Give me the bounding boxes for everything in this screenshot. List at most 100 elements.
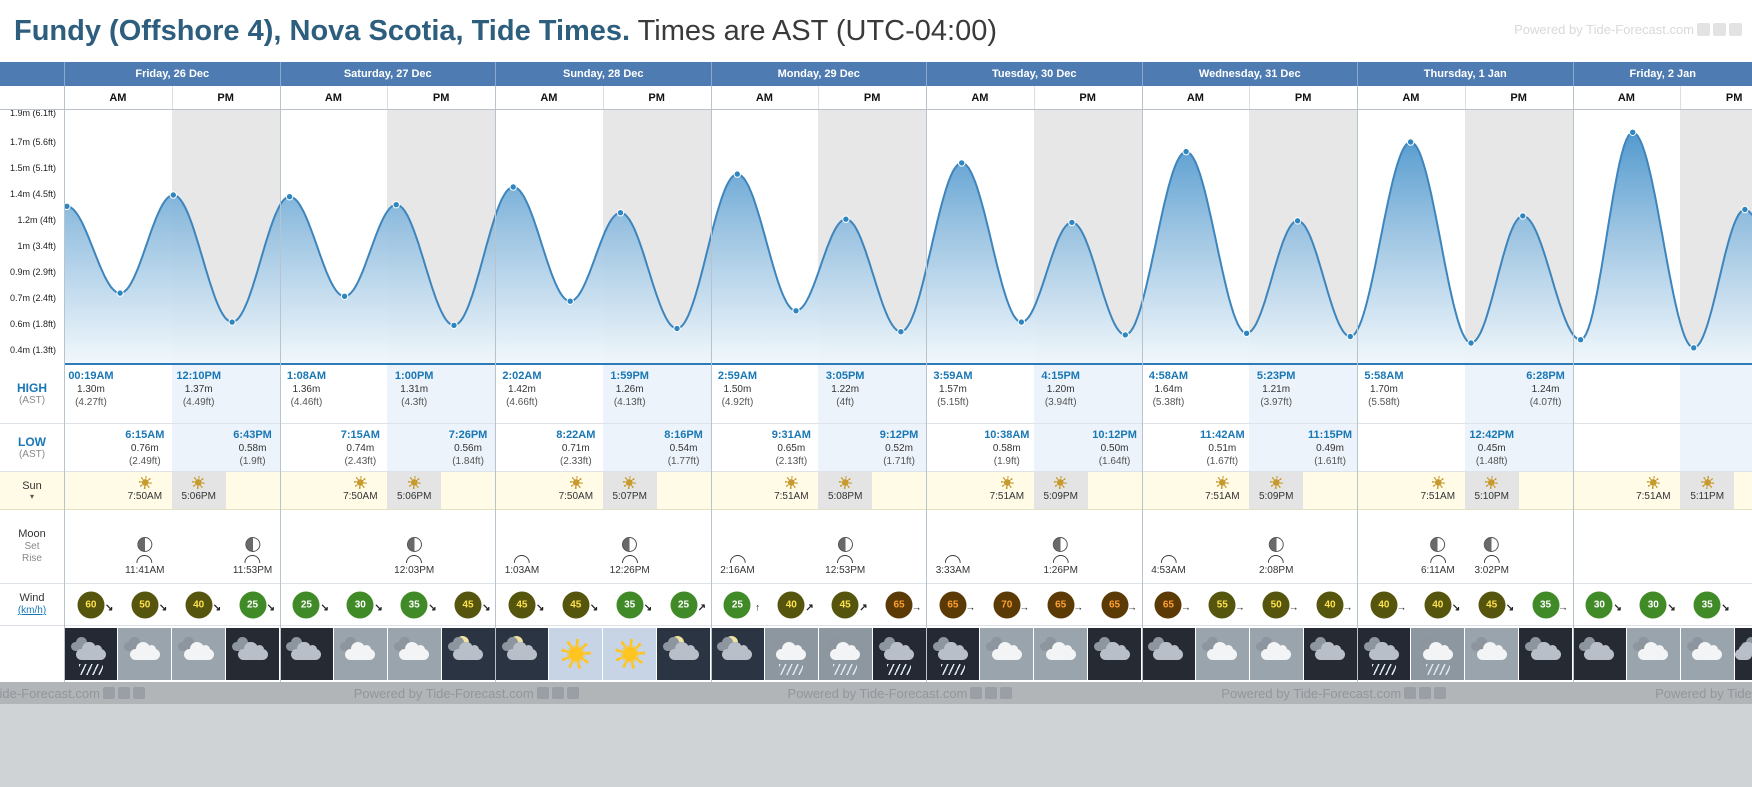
high-tide-time: 3:59AM: [933, 370, 973, 382]
weather-icon-moon-cloud: [495, 628, 549, 680]
wind-speed-badge: 35 ↘: [1693, 591, 1730, 618]
wind-cell: 35 ↘: [1693, 591, 1730, 618]
cloud-icon: [1734, 641, 1752, 660]
moon-event-time: 6:11AM: [1420, 565, 1455, 576]
ampm-label-am: AM: [540, 92, 558, 104]
moon-phase-icon: [837, 537, 853, 552]
wind-cell: 45 ↘: [454, 591, 491, 618]
low-tide-height-ft: (1.84ft): [452, 456, 484, 467]
low-tide-entry: 6:15AM 0.76m (2.49ft): [125, 429, 164, 468]
moon-rise-set-arc-icon: [1268, 555, 1285, 563]
high-tide-time: 12:10PM: [176, 370, 222, 382]
social-icon: [536, 687, 549, 699]
moon-event-time: 12:26PM: [609, 565, 650, 576]
moon-event: 12:26PM: [610, 537, 650, 577]
powered-by-watermark[interactable]: Powered by Tide-Forecast.com: [1514, 22, 1742, 37]
cloud-icon: [1207, 641, 1238, 660]
high-tide-time: 2:59AM: [717, 370, 757, 382]
ampm-label-pm: PM: [1510, 92, 1527, 104]
moon-phase-icon: [1484, 537, 1500, 552]
wind-direction-arrow: →: [1288, 602, 1299, 613]
pm-tint: [1680, 365, 1752, 423]
pm-tint: [1033, 424, 1142, 471]
low-tide-height-ft: (1.9ft): [239, 456, 266, 467]
weather-icon-cloud: [980, 628, 1034, 680]
rain-icon: [940, 664, 965, 675]
sunset: 5:06PM: [397, 476, 431, 502]
wind-cell: 65 →: [939, 591, 975, 618]
wind-speed-badge: 35 →: [1532, 591, 1568, 618]
wind-speed-badge: 65 →: [1101, 591, 1137, 618]
tide-extreme-dot: [1690, 344, 1698, 352]
moon-event: 3:33AM: [936, 555, 970, 577]
wind-speed-badge: 40 ↘: [1424, 591, 1460, 618]
tide-extreme-dot: [63, 202, 71, 211]
y-axis-label: 1m (3.4ft): [17, 241, 56, 252]
wind-speed-badge: 45 ↗: [831, 591, 868, 618]
y-axis-label: 0.7m (2.4ft): [9, 293, 56, 304]
watermark-link[interactable]: Powered by Tide-Forecast.com: [0, 686, 145, 701]
weather-icon-cloud-night: [1142, 628, 1195, 680]
sunrise-time: 7:50AM: [127, 491, 163, 502]
wind-direction-arrow: ↘: [266, 602, 276, 613]
wind-direction-arrow: ↘: [536, 602, 545, 613]
tide-curve-svg: [63, 128, 1752, 365]
high-tide-entry: 1:00PM 1.31m (4.3ft): [395, 370, 434, 409]
high-tide-entry: 3:59AM 1.57m (5.15ft): [933, 370, 972, 409]
pm-tint: [1249, 365, 1357, 423]
cloud-icon: [722, 641, 753, 660]
cloud-icon: [183, 641, 214, 660]
sunrise-time: 7:51AM: [1205, 491, 1240, 502]
rain-icon: [1425, 664, 1450, 675]
day-boundary-line: [279, 86, 281, 682]
wind-speed-badge: 50 →: [1262, 591, 1299, 618]
sun-row-expander-icon[interactable]: ▾: [29, 492, 34, 501]
wind-cell: 30 ↘: [346, 591, 383, 618]
watermark-link[interactable]: Powered by Tide-Forecast.com: [1221, 686, 1447, 701]
weather-icon-rain-night: [872, 628, 926, 680]
watermark-text: Powered by Tide-Forecast.com: [1655, 685, 1752, 701]
page-title: Fundy (Offshore 4), Nova Scotia, Tide Ti…: [0, 0, 1752, 48]
wind-direction-arrow: →: [1234, 602, 1245, 613]
wind-unit-link[interactable]: (km/h): [17, 605, 47, 616]
high-tide-time: 3:05PM: [825, 370, 865, 382]
wind-direction-arrow: ↗: [859, 602, 868, 613]
watermark-link[interactable]: Powered by Tide-Forecast.com: [788, 686, 1013, 701]
cloud-icon: [1099, 641, 1130, 660]
ampm-label-pm: PM: [432, 92, 450, 104]
pm-tint: [818, 424, 926, 471]
wind-direction-arrow: ↑: [754, 602, 760, 613]
low-tide-height-ft: (1.61ft): [1314, 456, 1346, 467]
wind-cell: 45 ↘: [562, 591, 598, 618]
ampm-label-am: AM: [109, 92, 127, 104]
sunset-time: 5:06PM: [181, 491, 216, 502]
social-icon: [1419, 687, 1432, 699]
wind-direction-arrow: ↘: [158, 602, 168, 613]
watermark-link[interactable]: Powered by Tide-Forecast.com: [1655, 686, 1752, 701]
wind-direction-arrow: ↘: [212, 602, 222, 613]
wind-speed-badge: 45 ↘: [562, 591, 598, 618]
high-label-sub: (AST): [18, 395, 46, 406]
sunset: 5:11PM: [1690, 476, 1724, 502]
weather-icon-cloud: [1195, 628, 1249, 680]
wind-row-label: Wind (km/h): [0, 584, 64, 625]
weather-icon-cloud-night: [226, 628, 279, 680]
weather-icon-sun: [549, 628, 603, 680]
wind-direction-arrow: ↘: [1451, 602, 1461, 613]
day-header: Saturday, 27 Dec: [279, 62, 496, 86]
y-axis-label: 0.9m (2.9ft): [9, 267, 56, 278]
high-tide-height-m: 1.20m: [1046, 384, 1075, 395]
y-axis-label: 0.4m (1.3ft): [9, 345, 56, 356]
tide-extreme-dot: [509, 183, 517, 191]
high-tide-entry: 4:58AM 1.64m (5.38ft): [1149, 370, 1188, 409]
tide-extreme-dot: [733, 170, 741, 178]
moon-event-time: 1:26PM: [1043, 565, 1078, 576]
tide-extreme-dot: [1182, 147, 1190, 156]
high-tide-time: 2:02AM: [502, 370, 542, 382]
watermark-link[interactable]: Powered by Tide-Forecast.com: [354, 686, 579, 701]
weather-icon-cloud: [118, 628, 172, 680]
tide-curve-area: [64, 132, 1752, 365]
high-tide-time: 6:28PM: [1526, 370, 1565, 382]
high-tide-height-ft: (5.58ft): [1368, 397, 1400, 408]
sunset-icon: [407, 476, 421, 489]
